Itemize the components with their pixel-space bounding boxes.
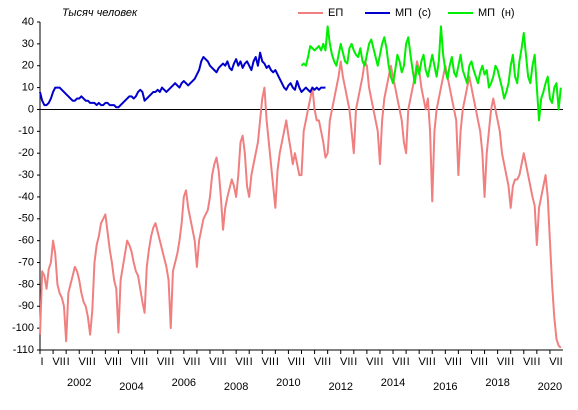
series-line bbox=[39, 60, 562, 349]
x-tick-label: VII bbox=[288, 356, 301, 368]
year-label: 2010 bbox=[276, 377, 300, 389]
y-tick-label: -20 bbox=[18, 147, 34, 159]
x-tick-label: I bbox=[276, 356, 279, 368]
y-tick-label: -10 bbox=[18, 125, 34, 137]
x-tick-label: I bbox=[224, 356, 227, 368]
x-tick-label: I bbox=[328, 356, 331, 368]
year-label: 2020 bbox=[538, 381, 562, 393]
y-tick-label: -50 bbox=[18, 213, 34, 225]
y-tick-label: -60 bbox=[18, 235, 34, 247]
x-tick-label: I bbox=[459, 356, 462, 368]
x-tick-label: I bbox=[407, 356, 410, 368]
y-tick-label: -100 bbox=[12, 322, 34, 334]
x-tick-label: VII bbox=[549, 356, 562, 368]
y-tick-label: 20 bbox=[22, 60, 34, 72]
year-label: 2004 bbox=[119, 381, 143, 393]
x-tick-label: I bbox=[67, 356, 70, 368]
x-tick-label: I bbox=[250, 356, 253, 368]
year-label: 2012 bbox=[328, 381, 352, 393]
legend-label: МП (с) bbox=[395, 7, 431, 19]
y-tick-label: 30 bbox=[22, 38, 34, 50]
year-label: 2002 bbox=[67, 377, 91, 389]
y-tick-label: -110 bbox=[13, 344, 34, 356]
y-tick-label: -80 bbox=[18, 278, 34, 290]
x-tick-label: I bbox=[537, 356, 540, 368]
series-line bbox=[300, 25, 562, 122]
year-label: 2008 bbox=[224, 381, 248, 393]
y-tick-label: 10 bbox=[22, 82, 34, 94]
x-tick-label: I bbox=[511, 356, 514, 368]
x-tick-label: I bbox=[380, 356, 383, 368]
x-tick-label: I bbox=[485, 356, 488, 368]
x-tick-label: I bbox=[354, 356, 357, 368]
x-tick-label: VII bbox=[523, 356, 536, 368]
x-tick-label: VII bbox=[366, 356, 379, 368]
x-tick-label: VII bbox=[131, 356, 144, 368]
x-tick-label: VII bbox=[183, 356, 196, 368]
x-tick-label: I bbox=[93, 356, 96, 368]
x-tick-label: VII bbox=[471, 356, 484, 368]
year-label: 2014 bbox=[381, 377, 405, 389]
x-tick-label: VII bbox=[340, 356, 353, 368]
year-label: 2006 bbox=[172, 377, 196, 389]
x-tick-label: I bbox=[197, 356, 200, 368]
y-tick-label: -70 bbox=[18, 256, 34, 268]
y-tick-label: 0 bbox=[28, 103, 34, 115]
x-tick-label: VII bbox=[445, 356, 458, 368]
x-tick-label: VII bbox=[262, 356, 275, 368]
legend-label: МП (н) bbox=[478, 7, 515, 19]
x-tick-label: I bbox=[171, 356, 174, 368]
legend-label: ЕП bbox=[328, 7, 343, 19]
x-tick-label: I bbox=[119, 356, 122, 368]
x-tick-label: I bbox=[302, 356, 305, 368]
x-tick-label: VII bbox=[314, 356, 327, 368]
series-line bbox=[39, 51, 326, 109]
year-label: 2018 bbox=[485, 377, 509, 389]
y-tick-label: 40 bbox=[22, 16, 34, 28]
x-tick-label: VII bbox=[235, 356, 248, 368]
x-tick-label: I bbox=[433, 356, 436, 368]
x-tick-label: VII bbox=[209, 356, 222, 368]
x-tick-label: VII bbox=[52, 356, 65, 368]
year-label: 2016 bbox=[433, 381, 457, 393]
x-tick-label: VII bbox=[78, 356, 91, 368]
x-tick-label: I bbox=[145, 356, 148, 368]
x-tick-label: VII bbox=[157, 356, 170, 368]
x-tick-label: VII bbox=[105, 356, 118, 368]
x-tick-label: VII bbox=[392, 356, 405, 368]
chart-title: Тысяч человек bbox=[62, 7, 138, 19]
x-tick-label: VII bbox=[418, 356, 431, 368]
y-tick-label: -40 bbox=[18, 191, 34, 203]
x-tick-label: I bbox=[40, 356, 43, 368]
y-tick-label: -30 bbox=[18, 169, 34, 181]
y-tick-label: -90 bbox=[18, 300, 34, 312]
x-tick-label: VII bbox=[497, 356, 510, 368]
